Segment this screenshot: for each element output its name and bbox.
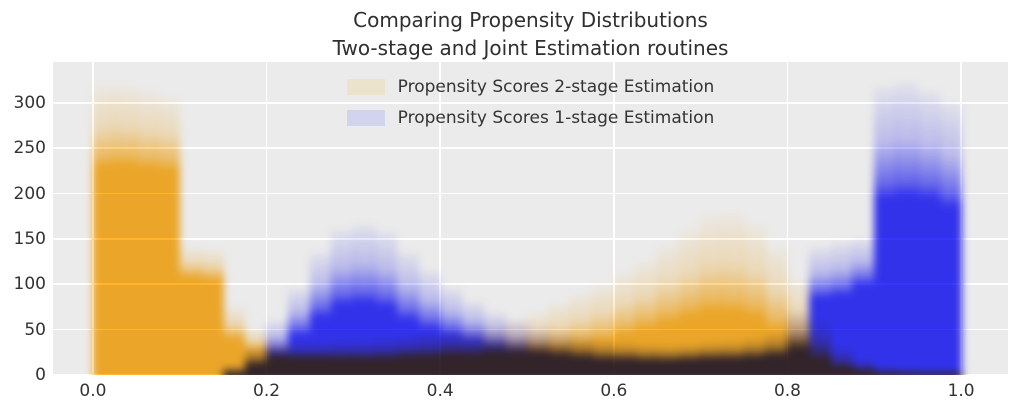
histogram-bin <box>526 327 550 375</box>
gridline-vertical <box>439 62 441 375</box>
histogram-bin <box>635 345 658 375</box>
x-tick-label: 0.4 <box>426 381 454 401</box>
gridline-horizontal <box>53 192 1008 195</box>
histogram-bin <box>222 306 246 375</box>
x-tick-label: 0.8 <box>773 381 801 401</box>
histogram-bin <box>157 98 181 375</box>
histogram-bin <box>700 216 723 375</box>
histogram-bin <box>743 225 767 375</box>
histogram-bin <box>201 249 224 375</box>
histogram-bin <box>136 91 159 375</box>
histogram-bin <box>787 311 810 375</box>
chart-title-line1: Comparing Propensity Distributions <box>353 8 708 32</box>
legend-swatch <box>346 109 385 126</box>
y-tick-label: 50 <box>24 319 46 340</box>
y-tick-label: 300 <box>13 92 46 113</box>
y-tick-label: 100 <box>13 274 46 295</box>
histogram-bin <box>852 238 875 375</box>
gridline-horizontal <box>53 147 1008 149</box>
gridline-horizontal <box>53 102 1008 104</box>
y-tick-label: 0 <box>35 365 46 385</box>
legend-swatch <box>346 78 385 95</box>
x-tick-label: 1.0 <box>947 381 975 401</box>
legend-item-2stage: Propensity Scores 2-stage Estimation <box>346 73 715 100</box>
histogram-bin <box>461 302 485 375</box>
chart-title-line2: Two-stage and Joint Estimation routines <box>332 36 729 60</box>
plot-area <box>53 62 1008 375</box>
y-tick-label: 150 <box>13 228 46 249</box>
histogram-bin <box>722 342 745 375</box>
x-tick-label: 0.2 <box>253 381 281 401</box>
y-tick-label: 250 <box>13 138 46 159</box>
x-tick-label: 0.6 <box>600 381 628 401</box>
histogram-bin <box>570 336 593 375</box>
histogram-bin <box>895 82 919 375</box>
histogram-bin <box>743 338 767 375</box>
histogram-bin <box>396 252 419 375</box>
histogram-bin <box>244 347 268 375</box>
histogram-bin <box>353 225 376 375</box>
histogram-bin <box>331 229 354 375</box>
histogram-bin <box>700 343 723 375</box>
gridline-horizontal <box>53 283 1008 286</box>
histogram-bin <box>418 270 441 375</box>
histogram-bin <box>179 248 202 375</box>
histogram-bin <box>678 229 702 375</box>
y-tick-label: 200 <box>13 183 46 204</box>
gridline-vertical <box>265 62 268 375</box>
histogram-bin <box>591 340 615 375</box>
histogram-bin <box>808 248 832 375</box>
chart-title: Comparing Propensity Distributions Two-s… <box>53 6 1008 62</box>
histogram-series-1stage <box>53 62 1008 375</box>
histogram-bin <box>266 320 289 375</box>
histogram-bin <box>287 288 311 375</box>
histogram-bin <box>439 288 463 375</box>
histogram-bin <box>374 231 398 375</box>
x-tick-label: 0.0 <box>79 381 107 401</box>
histogram-bin <box>656 246 680 375</box>
histogram-bin <box>222 365 246 375</box>
histogram-bin <box>92 86 116 375</box>
legend-label: Propensity Scores 2-stage Estimation <box>397 76 715 97</box>
legend-item-1stage: Propensity Scores 1-stage Estimation <box>346 104 715 131</box>
histogram-bin <box>874 86 897 375</box>
histogram-bin <box>722 213 745 375</box>
histogram-bin <box>548 333 571 375</box>
histogram-bin <box>917 91 940 375</box>
gridline-vertical <box>786 62 789 375</box>
histogram-bin <box>678 345 702 375</box>
histogram-bin <box>939 102 962 375</box>
histogram-bin <box>656 345 680 375</box>
histogram-bin <box>613 343 637 375</box>
histogram-bin <box>114 86 137 375</box>
histogram-bin <box>483 313 506 375</box>
histogram-bin <box>765 334 788 375</box>
gridline-horizontal <box>53 238 1008 240</box>
legend: Propensity Scores 2-stage Estimation Prop… <box>53 73 1008 131</box>
histogram-bin <box>830 243 854 375</box>
legend-label: Propensity Scores 1-stage Estimation <box>397 107 715 128</box>
gridline-vertical <box>613 62 615 375</box>
histogram-bin <box>309 252 333 375</box>
histogram-bin <box>505 320 528 375</box>
